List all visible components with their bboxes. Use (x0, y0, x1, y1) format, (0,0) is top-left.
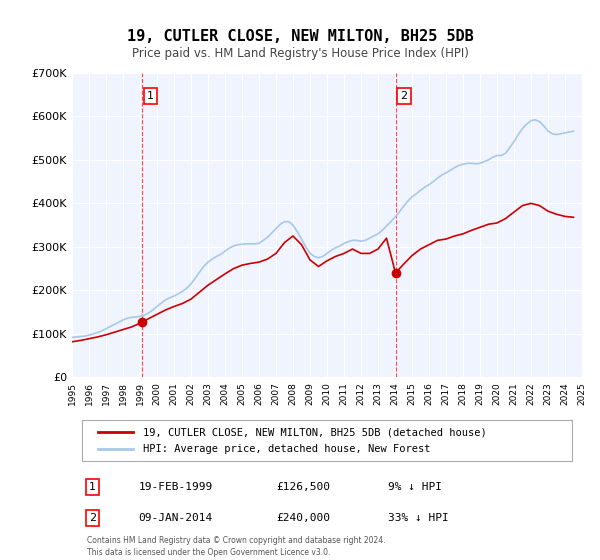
Text: £240,000: £240,000 (276, 513, 330, 523)
Text: 2: 2 (401, 91, 408, 101)
Text: 19-FEB-1999: 19-FEB-1999 (139, 482, 212, 492)
Text: Price paid vs. HM Land Registry's House Price Index (HPI): Price paid vs. HM Land Registry's House … (131, 46, 469, 60)
Text: 2: 2 (89, 513, 96, 523)
Text: 19, CUTLER CLOSE, NEW MILTON, BH25 5DB: 19, CUTLER CLOSE, NEW MILTON, BH25 5DB (127, 29, 473, 44)
Text: 09-JAN-2014: 09-JAN-2014 (139, 513, 212, 523)
Text: 1: 1 (89, 482, 96, 492)
Text: This data is licensed under the Open Government Licence v3.0.: This data is licensed under the Open Gov… (88, 548, 331, 557)
Text: Contains HM Land Registry data © Crown copyright and database right 2024.: Contains HM Land Registry data © Crown c… (88, 536, 386, 545)
Text: 1: 1 (147, 91, 154, 101)
Text: 33% ↓ HPI: 33% ↓ HPI (388, 513, 449, 523)
Text: HPI: Average price, detached house, New Forest: HPI: Average price, detached house, New … (143, 445, 431, 454)
Text: 9% ↓ HPI: 9% ↓ HPI (388, 482, 442, 492)
Text: £126,500: £126,500 (276, 482, 330, 492)
FancyBboxPatch shape (82, 420, 572, 461)
Text: 19, CUTLER CLOSE, NEW MILTON, BH25 5DB (detached house): 19, CUTLER CLOSE, NEW MILTON, BH25 5DB (… (143, 427, 487, 437)
